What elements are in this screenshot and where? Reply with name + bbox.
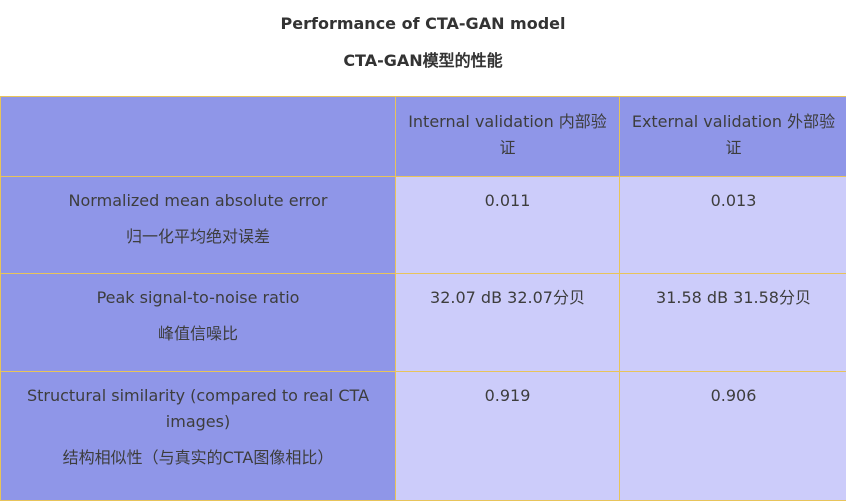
title-chinese: CTA-GAN模型的性能 <box>343 51 503 70</box>
title-english: Performance of CTA-GAN model <box>280 14 566 33</box>
metric-name-en: Peak signal-to-noise ratio <box>96 288 300 307</box>
metric-name-en: Structural similarity (compared to real … <box>26 386 370 431</box>
header-cell-external-validation: External validation 外部验证 <box>619 96 846 177</box>
metric-name-zh: 峰值信噪比 <box>157 324 238 343</box>
external-value-cell: 0.013 <box>619 176 846 274</box>
table-row: Normalized mean absolute error 归一化平均绝对误差… <box>0 176 846 274</box>
header-internal-label: Internal validation 内部验证 <box>408 112 607 157</box>
header-cell-empty <box>0 96 396 177</box>
header-cell-internal-validation: Internal validation 内部验证 <box>395 96 620 177</box>
performance-table: Internal validation 内部验证 External valida… <box>0 96 846 501</box>
metric-cell: Normalized mean absolute error 归一化平均绝对误差 <box>0 176 396 274</box>
header-external-label: External validation 外部验证 <box>631 112 836 157</box>
internal-value-cell: 32.07 dB 32.07分贝 <box>395 273 620 372</box>
metric-name-en: Normalized mean absolute error <box>68 191 328 210</box>
internal-value: 0.011 <box>484 191 531 210</box>
internal-value-cell: 0.919 <box>395 371 620 501</box>
table-row: Structural similarity (compared to real … <box>0 371 846 501</box>
table-header-row: Internal validation 内部验证 External valida… <box>0 96 846 177</box>
external-value: 0.013 <box>710 191 757 210</box>
external-value: 31.58 dB 31.58分贝 <box>656 288 811 307</box>
metric-name-zh: 结构相似性（与真实的CTA图像相比） <box>62 448 334 467</box>
external-value-cell: 31.58 dB 31.58分贝 <box>619 273 846 372</box>
metric-cell: Structural similarity (compared to real … <box>0 371 396 501</box>
table-row: Peak signal-to-noise ratio 峰值信噪比 32.07 d… <box>0 273 846 372</box>
metric-name-zh: 归一化平均绝对误差 <box>125 227 270 246</box>
external-value: 0.906 <box>710 386 757 405</box>
internal-value: 0.919 <box>484 386 531 405</box>
title-block: Performance of CTA-GAN model CTA-GAN模型的性… <box>0 0 846 96</box>
metric-cell: Peak signal-to-noise ratio 峰值信噪比 <box>0 273 396 372</box>
internal-value-cell: 0.011 <box>395 176 620 274</box>
external-value-cell: 0.906 <box>619 371 846 501</box>
internal-value: 32.07 dB 32.07分贝 <box>430 288 585 307</box>
